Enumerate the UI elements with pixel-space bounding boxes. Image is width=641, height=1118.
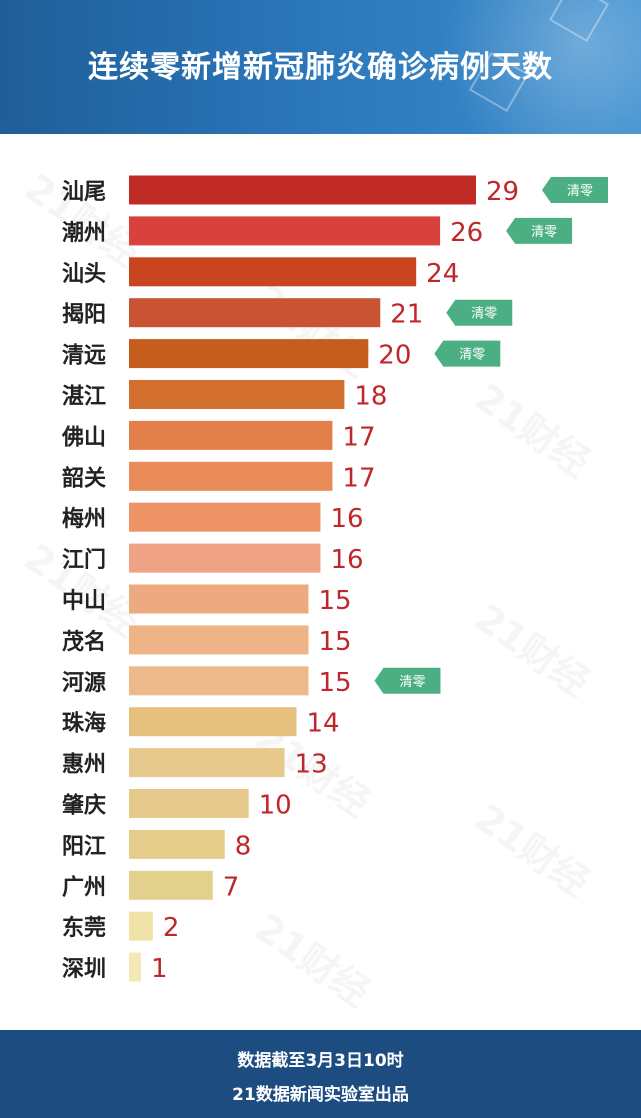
cleared-badge: 清零 (434, 340, 501, 367)
category-label: 汕头 (62, 262, 106, 287)
bar (129, 420, 333, 450)
bar (129, 829, 225, 859)
value-label: 16 (330, 504, 363, 534)
category-label: 清远 (62, 343, 106, 369)
category-label: 佛山 (61, 425, 106, 450)
value-label: 24 (426, 259, 459, 289)
bar (129, 870, 213, 900)
value-label: 17 (342, 463, 375, 493)
header-glow-decoration (401, 0, 641, 134)
cleared-badge-label: 清零 (471, 307, 497, 322)
category-label: 江门 (62, 547, 106, 573)
category-label: 惠州 (62, 753, 106, 778)
bar (129, 952, 141, 982)
category-label: 阳江 (62, 834, 106, 859)
footer-banner: 数据截至3月3日10时 21数据新闻实验室出品 (0, 1030, 641, 1118)
category-label: 东莞 (62, 915, 106, 941)
value-label: 26 (450, 218, 483, 248)
category-label: 河源 (62, 671, 106, 696)
value-label: 8 (235, 831, 252, 861)
category-label: 梅州 (62, 506, 106, 532)
page-title: 连续零新增新冠肺炎确诊病例天数 (88, 50, 553, 85)
cleared-badge: 清零 (374, 667, 441, 694)
cleared-badge-label: 清零 (459, 348, 485, 363)
value-label: 18 (354, 382, 387, 412)
bar (129, 707, 297, 737)
bar (129, 298, 381, 328)
cleared-badge-label: 清零 (531, 225, 557, 240)
value-label: 17 (342, 422, 375, 452)
category-label: 广州 (62, 874, 106, 900)
value-label: 1 (151, 954, 168, 984)
bar (129, 543, 321, 573)
bar (129, 789, 249, 818)
value-label: 29 (486, 177, 519, 207)
value-label: 20 (378, 341, 411, 371)
category-label: 韶关 (62, 465, 106, 491)
category-label: 茂名 (62, 629, 106, 655)
category-label: 湛江 (62, 384, 106, 410)
cleared-badge: 清零 (446, 299, 513, 326)
bar (129, 666, 309, 696)
category-label: 揭阳 (62, 302, 106, 328)
value-label: 15 (318, 586, 351, 616)
bar (129, 911, 153, 941)
category-label: 珠海 (62, 711, 106, 737)
category-label: 肇庆 (62, 793, 106, 819)
bar (129, 216, 441, 246)
value-label: 15 (318, 668, 351, 698)
bar (129, 339, 369, 369)
value-label: 10 (259, 791, 292, 821)
value-label: 15 (318, 627, 351, 657)
credit-line: 21数据新闻实验室出品 (232, 1085, 409, 1105)
category-label: 中山 (62, 589, 106, 614)
value-label: 7 (223, 872, 240, 902)
category-label: 汕尾 (62, 180, 106, 205)
value-label: 16 (330, 545, 363, 575)
category-label: 潮州 (62, 221, 106, 246)
value-label: 14 (307, 709, 340, 739)
bar (129, 502, 321, 532)
category-label: 深圳 (62, 957, 106, 982)
bar (129, 625, 309, 655)
value-label: 21 (390, 300, 423, 330)
bar (129, 175, 476, 205)
bar (129, 748, 285, 778)
value-label: 13 (295, 750, 328, 780)
bar (129, 461, 333, 491)
bar (129, 584, 309, 614)
cleared-badge-label: 清零 (399, 675, 425, 690)
bar (129, 380, 345, 409)
value-label: 2 (163, 913, 180, 943)
data-cutoff-note: 数据截至3月3日10时 (237, 1051, 404, 1071)
cleared-badge-label: 清零 (567, 184, 593, 199)
header-banner: 连续零新增新冠肺炎确诊病例天数 (0, 0, 641, 134)
bar (129, 257, 417, 287)
cleared-badge: 清零 (542, 177, 608, 203)
cleared-badge: 清零 (506, 217, 573, 244)
